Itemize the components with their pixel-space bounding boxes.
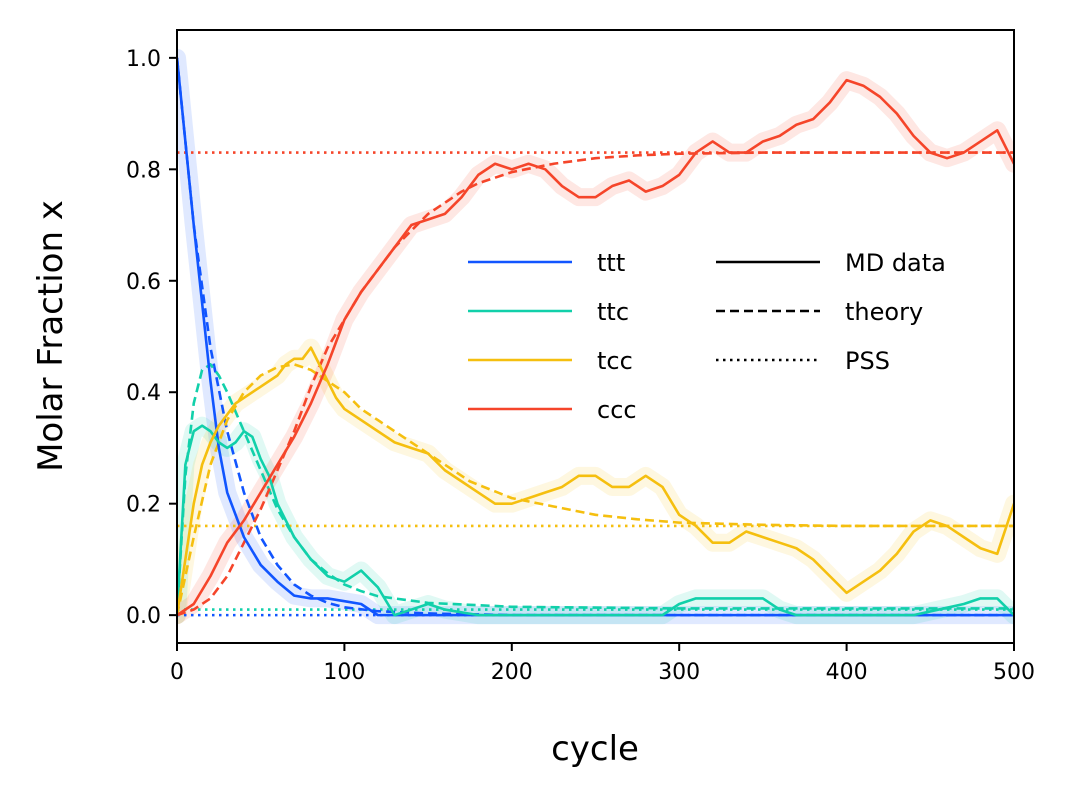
y-tick-label: 0.0 [126,604,161,629]
y-axis-title: Molar Fraction x [31,200,71,472]
plot-frame [176,29,1015,644]
legend-ttc-label: ttc [597,298,629,326]
legend-dotted-label: PSS [845,347,890,375]
x-tick-label: 200 [491,660,533,685]
ttc-md-data-line [177,424,1014,617]
legend-solid-label: MD data [845,249,946,277]
y-tick-label: 1.0 [126,47,161,72]
ttt-theory-line [177,57,1014,617]
y-tick-label: 0.6 [126,270,161,295]
x-axis-title: cycle [551,729,639,769]
tcc-md-band [177,338,1014,625]
x-tick-label: 500 [993,660,1035,685]
y-axis-ticks: 0.0 0.2 0.4 0.6 0.8 1.0 [126,47,177,629]
ttc-md-band [177,416,1014,625]
x-tick-label: 0 [170,660,184,685]
legend-tcc-label: tcc [597,347,633,375]
legend-ccc-label: ccc [597,396,637,424]
tcc-md-data-line [177,346,1014,616]
legend: ttt ttc tcc ccc MD data theory PSS [468,249,946,424]
x-axis-ticks: 0 100 200 300 400 500 [170,643,1035,685]
legend-dashed-label: theory [845,298,923,326]
ccc-theory-line [177,151,1014,617]
x-tick-label: 100 [323,660,365,685]
tcc-theory-line [177,363,1014,616]
y-tick-label: 0.2 [126,493,161,518]
ttt-md-data-line [177,57,1014,617]
y-tick-label: 0.8 [126,158,161,183]
data-lines [177,57,1014,617]
y-tick-label: 0.4 [126,381,161,406]
uncertainty-bands [177,48,1014,625]
ttt-md-band [177,48,1014,625]
x-tick-label: 300 [658,660,700,685]
ccc-md-data-line [177,78,1014,617]
legend-ttt-label: ttt [597,249,625,277]
x-tick-label: 400 [826,660,868,685]
